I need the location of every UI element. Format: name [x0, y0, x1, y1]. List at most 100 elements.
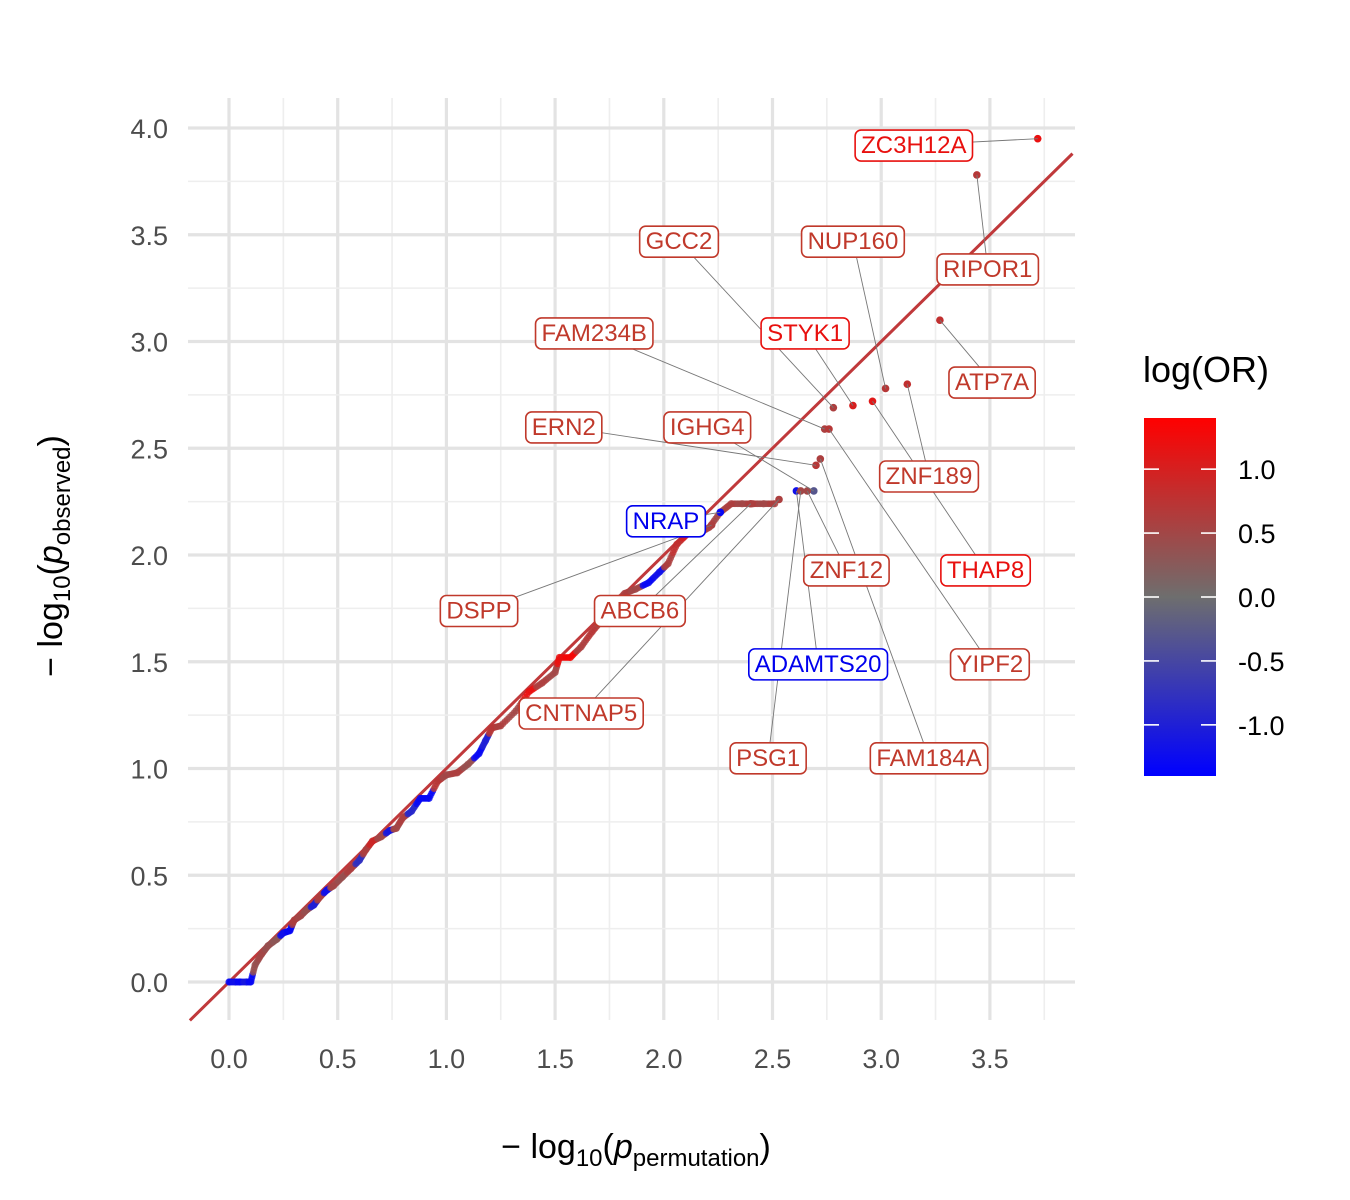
label-box — [760, 317, 850, 350]
colorbar-tick-label: 1.0 — [1238, 455, 1276, 485]
label-connectors — [478, 138, 1038, 758]
x-tick-label: 2.5 — [754, 1044, 792, 1074]
x-axis-ticks: 0.0 0.5 1.0 1.5 2.0 2.5 3.0 3.5 — [210, 1044, 1008, 1074]
label-box — [854, 129, 974, 162]
x-tick-label: 1.5 — [536, 1044, 574, 1074]
label-text: PSG1 — [736, 745, 800, 772]
label-text: GCC2 — [646, 228, 713, 255]
colorbar-tick-label: -0.5 — [1238, 647, 1285, 677]
y-tick-label: 3.0 — [130, 328, 168, 358]
y-axis-title-prefix: − log — [32, 602, 70, 677]
label-text: STYK1 — [767, 320, 843, 347]
label-box — [524, 411, 603, 444]
y-axis-title-paren-close: ) — [32, 435, 70, 446]
y-axis-ticks: 0.0 0.5 1.0 1.5 2.0 2.5 3.0 3.5 4.0 — [130, 114, 168, 998]
x-tick-label: 1.0 — [428, 1044, 466, 1074]
label-box — [625, 505, 707, 538]
y-tick-label: 0.0 — [130, 968, 168, 998]
colorbar-tick-label: 0.5 — [1238, 519, 1276, 549]
label-box — [593, 594, 687, 628]
x-axis-title-prefix: − log — [501, 1128, 576, 1166]
label-cntnap5: CNTNAP5 — [518, 697, 645, 730]
connector-psg1 — [767, 490, 802, 758]
y-tick-label: 1.5 — [130, 648, 168, 678]
y-axis-title-paren-open: ( — [32, 563, 70, 575]
x-tick-label: 3.5 — [971, 1044, 1009, 1074]
legend: log(OR) 1.0 0.5 0.0 -0.5 -1.0 — [1143, 349, 1285, 776]
y-axis-title-var: p — [32, 545, 70, 565]
connector-ern2 — [563, 426, 817, 466]
label-atp7a: ATP7A — [948, 366, 1036, 399]
connector-nup160 — [852, 241, 886, 389]
label-box — [936, 253, 1040, 286]
label-text: THAP8 — [947, 557, 1024, 584]
data-point-ern2 — [812, 461, 820, 470]
label-box — [729, 742, 807, 775]
label-text: ZNF189 — [886, 463, 973, 490]
label-nup160: NUP160 — [800, 225, 906, 258]
x-axis-title-paren-open: ( — [603, 1128, 615, 1166]
label-styk1: STYK1 — [760, 317, 850, 350]
label-box — [439, 594, 519, 628]
label-ripor1: RIPOR1 — [936, 253, 1040, 286]
label-text: ZC3H12A — [861, 132, 966, 159]
y-axis-title: − log10(pobserved) — [32, 435, 76, 677]
label-box — [638, 225, 720, 258]
label-thap8: THAP8 — [940, 554, 1032, 587]
reference-line-group — [188, 152, 1074, 1022]
label-box — [802, 554, 890, 587]
x-axis-title: − log10(ppermutation) — [501, 1128, 771, 1172]
label-dspp: DSPP — [439, 594, 519, 628]
label-text: ATP7A — [955, 369, 1029, 396]
y-tick-label: 3.5 — [130, 221, 168, 251]
label-ern2: ERN2 — [524, 411, 603, 444]
y-tick-label: 0.5 — [130, 861, 168, 891]
colorbar-ticks: 1.0 0.5 0.0 -0.5 -1.0 — [1144, 455, 1285, 741]
x-axis-title-base-sub: 10 — [576, 1145, 603, 1172]
label-zc3h12a: ZC3H12A — [854, 129, 974, 162]
label-box — [534, 317, 654, 350]
x-axis-title-var-sub: permutation — [633, 1145, 760, 1172]
label-yipf2: YIPF2 — [949, 648, 1031, 681]
x-tick-label: 0.5 — [319, 1044, 357, 1074]
label-box — [869, 742, 989, 775]
colorbar-tick-label: 0.0 — [1238, 583, 1276, 613]
identity-line — [188, 152, 1074, 1022]
label-box — [663, 411, 752, 444]
y-tick-label: 1.0 — [130, 755, 168, 785]
connector-yipf2 — [828, 428, 991, 665]
label-text: NRAP — [633, 508, 700, 535]
label-text: ERN2 — [532, 414, 596, 441]
label-box — [800, 225, 906, 258]
legend-title: log(OR) — [1143, 349, 1269, 390]
label-nrap: NRAP — [625, 505, 707, 538]
label-text: ADAMTS20 — [755, 651, 882, 678]
label-text: DSPP — [446, 598, 511, 625]
x-tick-label: 0.0 — [210, 1044, 248, 1074]
label-gcc2: GCC2 — [638, 225, 720, 258]
x-axis-title-paren-close: ) — [760, 1128, 771, 1166]
label-text: ABCB6 — [601, 598, 680, 625]
connector-fam184a — [819, 458, 930, 758]
label-text: IGHG4 — [670, 414, 745, 441]
label-abcb6: ABCB6 — [593, 594, 687, 628]
connector-gcc2 — [678, 240, 834, 408]
connector-dspp — [478, 524, 712, 611]
label-adamts20: ADAMTS20 — [748, 648, 889, 681]
y-tick-label: 2.5 — [130, 434, 168, 464]
label-box — [878, 460, 980, 493]
label-box — [948, 366, 1036, 399]
connector-abcb6 — [639, 503, 752, 611]
label-box — [518, 697, 645, 730]
label-fam184a: FAM184A — [869, 742, 989, 775]
points — [225, 134, 1042, 986]
x-tick-label: 3.0 — [862, 1044, 900, 1074]
label-text: FAM184A — [876, 745, 981, 772]
label-ighg4: IGHG4 — [663, 411, 752, 444]
label-box — [940, 554, 1032, 587]
y-axis-title-var-sub: observed — [49, 446, 76, 545]
label-text: RIPOR1 — [943, 256, 1032, 283]
label-box — [949, 648, 1031, 681]
label-psg1: PSG1 — [729, 742, 807, 775]
